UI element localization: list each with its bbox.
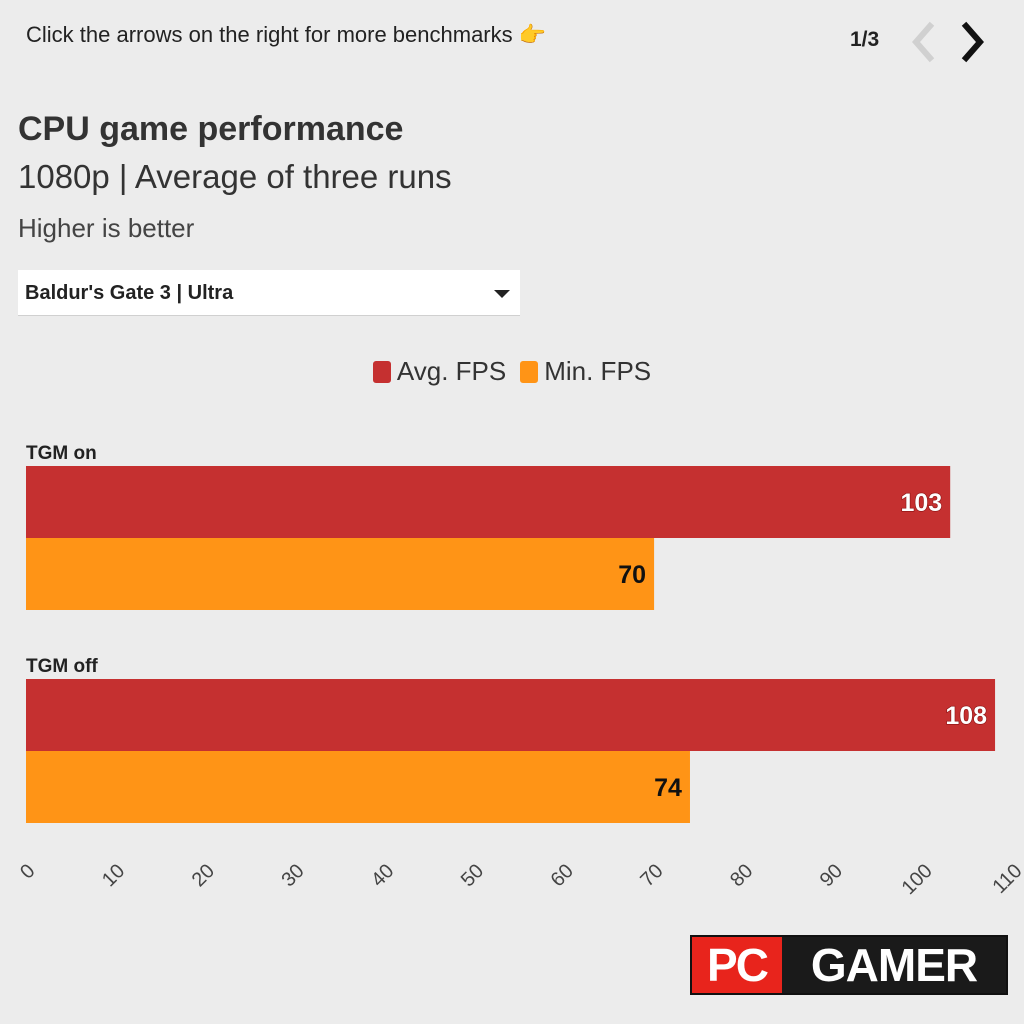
x-tick-label: 40 (367, 860, 398, 891)
x-tick-label: 10 (98, 860, 129, 891)
legend-label-avg: Avg. FPS (396, 356, 507, 386)
benchmark-select-value: Baldur's Gate 3 | Ultra (25, 282, 234, 304)
x-tick-label: 100 (898, 860, 937, 899)
legend-label-min: Min. FPS (544, 356, 652, 386)
bar[interactable] (26, 538, 655, 610)
data-label: 70 (618, 561, 646, 589)
chevron-left-icon (912, 21, 935, 63)
chart-legend: Avg. FPS Min. FPS (0, 356, 1024, 387)
pc-gamer-logo: PC GAMER (690, 935, 1008, 995)
logo-pc-text: PC (692, 937, 782, 993)
x-tick-label: 20 (188, 860, 219, 891)
x-tick-label: 90 (816, 860, 847, 891)
benchmark-select[interactable]: Baldur's Gate 3 | Ultra (18, 270, 520, 316)
prev-button[interactable] (904, 20, 944, 64)
chart-subtitle: 1080p | Average of three runs (18, 158, 452, 195)
x-tick-label: 30 (277, 860, 308, 891)
bar[interactable] (26, 751, 690, 823)
x-tick-label: 50 (457, 860, 488, 891)
x-tick-label: 80 (726, 860, 757, 891)
x-tick-label: 70 (636, 860, 667, 891)
caret-down-icon (494, 290, 510, 298)
chart-title: CPU game performance (18, 110, 404, 148)
legend-item-avg[interactable]: Avg. FPS (372, 356, 507, 387)
x-tick-label: 110 (988, 860, 1024, 898)
bar[interactable] (26, 679, 996, 751)
legend-item-min[interactable]: Min. FPS (520, 356, 651, 387)
x-tick-label: 60 (547, 860, 578, 891)
bar[interactable] (26, 466, 951, 538)
next-button[interactable] (954, 20, 994, 64)
page-indicator: 1/3 (850, 28, 880, 51)
chevron-right-icon (961, 21, 984, 63)
chart-note: Higher is better (18, 213, 195, 243)
logo-gamer-text: GAMER (782, 937, 1006, 993)
navigation-hint: Click the arrows on the right for more b… (26, 22, 547, 47)
data-label: 103 (900, 489, 942, 517)
legend-swatch-min (520, 360, 539, 383)
data-label: 74 (654, 774, 682, 802)
category-label: TGM on (26, 443, 97, 464)
data-label: 108 (945, 702, 987, 730)
x-tick-label: 0 (16, 860, 39, 883)
legend-swatch-avg (372, 360, 391, 383)
category-label: TGM off (26, 656, 98, 677)
